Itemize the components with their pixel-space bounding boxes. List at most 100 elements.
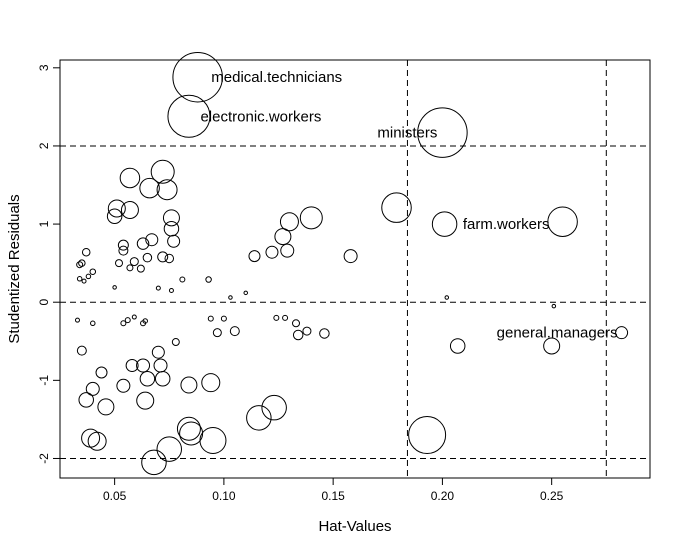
- data-point: [119, 167, 141, 189]
- data-point: [136, 237, 150, 250]
- data-point: [246, 405, 272, 431]
- data-point: [76, 345, 87, 356]
- y-tick-label: -1: [37, 375, 51, 386]
- data-point: [212, 328, 222, 338]
- data-point: [199, 426, 227, 454]
- data-point: [167, 234, 181, 248]
- data-point: [292, 329, 304, 341]
- data-point: [162, 209, 180, 227]
- data-point: [180, 376, 198, 394]
- data-point: [292, 319, 300, 328]
- data-point: [248, 250, 261, 263]
- data-point: [153, 358, 168, 373]
- data-point: [116, 378, 131, 393]
- data-point: [89, 268, 97, 275]
- data-point: [282, 314, 289, 321]
- point-label: general.managers: [497, 325, 618, 342]
- data-point: [78, 392, 94, 408]
- data-point: [154, 371, 171, 387]
- y-axis: -2 -1 0 1 2 3: [37, 64, 60, 464]
- y-axis-label: Studentized Residuals: [6, 194, 23, 343]
- x-tick-label: 0.15: [321, 489, 345, 503]
- data-point: [95, 366, 108, 379]
- data-point: [299, 206, 323, 230]
- x-tick-label: 0.20: [431, 489, 455, 503]
- data-point: [151, 345, 165, 359]
- data-point: [87, 431, 107, 451]
- data-point: [228, 295, 233, 300]
- data-point: [168, 287, 174, 293]
- x-axis: 0.05 0.10 0.15 0.20 0.25: [103, 477, 564, 503]
- data-point: [243, 290, 248, 296]
- data-point: [167, 94, 211, 138]
- data-point: [201, 373, 221, 393]
- data-point: [155, 285, 161, 291]
- data-point: [125, 358, 139, 372]
- y-tick-label: 0: [37, 299, 51, 306]
- data-point: [156, 179, 178, 201]
- reference-lines: [60, 60, 650, 478]
- x-tick-label: 0.10: [212, 489, 236, 503]
- data-point: [76, 276, 83, 282]
- data-point: [179, 276, 186, 283]
- data-point: [444, 295, 450, 300]
- data-point: [120, 201, 139, 220]
- data-point: [136, 358, 151, 373]
- data-point: [115, 259, 123, 268]
- data-point: [547, 206, 578, 237]
- data-point: [97, 398, 115, 416]
- data-point: [131, 314, 137, 320]
- point-labels: medical.technicians electronic.workers min…: [200, 69, 617, 341]
- data-point: [302, 326, 312, 336]
- data-point: [145, 233, 159, 247]
- data-point: [615, 326, 629, 340]
- data-point: [142, 318, 148, 324]
- data-point: [141, 449, 167, 476]
- x-tick-label: 0.05: [103, 489, 127, 503]
- data-point: [142, 252, 153, 263]
- data-marks: [74, 51, 629, 476]
- data-point: [273, 314, 280, 321]
- data-point: [129, 257, 139, 267]
- data-point: [207, 315, 214, 322]
- data-point: [90, 320, 96, 327]
- data-point: [163, 221, 180, 237]
- data-point: [124, 317, 131, 324]
- y-tick-label: 1: [37, 220, 51, 227]
- point-label: farm.workers: [463, 216, 550, 233]
- data-point: [449, 338, 466, 354]
- data-point: [117, 239, 129, 251]
- data-point: [280, 243, 295, 258]
- data-point: [74, 317, 80, 323]
- data-point: [126, 264, 134, 272]
- data-point: [120, 320, 127, 327]
- plot-frame: [59, 59, 651, 479]
- data-point: [417, 107, 468, 158]
- y-tick-label: 3: [37, 64, 51, 71]
- data-point: [139, 371, 156, 387]
- data-point: [205, 276, 212, 283]
- data-point: [136, 391, 155, 410]
- data-point: [261, 394, 287, 421]
- x-axis-label: Hat-Values: [318, 518, 391, 535]
- data-point: [150, 159, 175, 184]
- data-point: [179, 421, 204, 446]
- y-tick-label: 2: [37, 142, 51, 149]
- data-point: [156, 436, 183, 462]
- data-point: [118, 245, 129, 256]
- data-point: [431, 211, 458, 237]
- data-point: [279, 212, 299, 232]
- data-point: [171, 338, 180, 347]
- data-point: [319, 328, 330, 339]
- data-point: [229, 326, 240, 337]
- data-point: [112, 285, 117, 290]
- data-point: [172, 51, 223, 103]
- point-label: medical.technicians: [211, 69, 342, 86]
- data-point: [107, 199, 126, 218]
- data-point: [265, 245, 279, 259]
- data-point: [136, 264, 145, 273]
- data-point: [81, 247, 91, 257]
- data-point: [81, 278, 87, 284]
- data-point: [274, 228, 292, 246]
